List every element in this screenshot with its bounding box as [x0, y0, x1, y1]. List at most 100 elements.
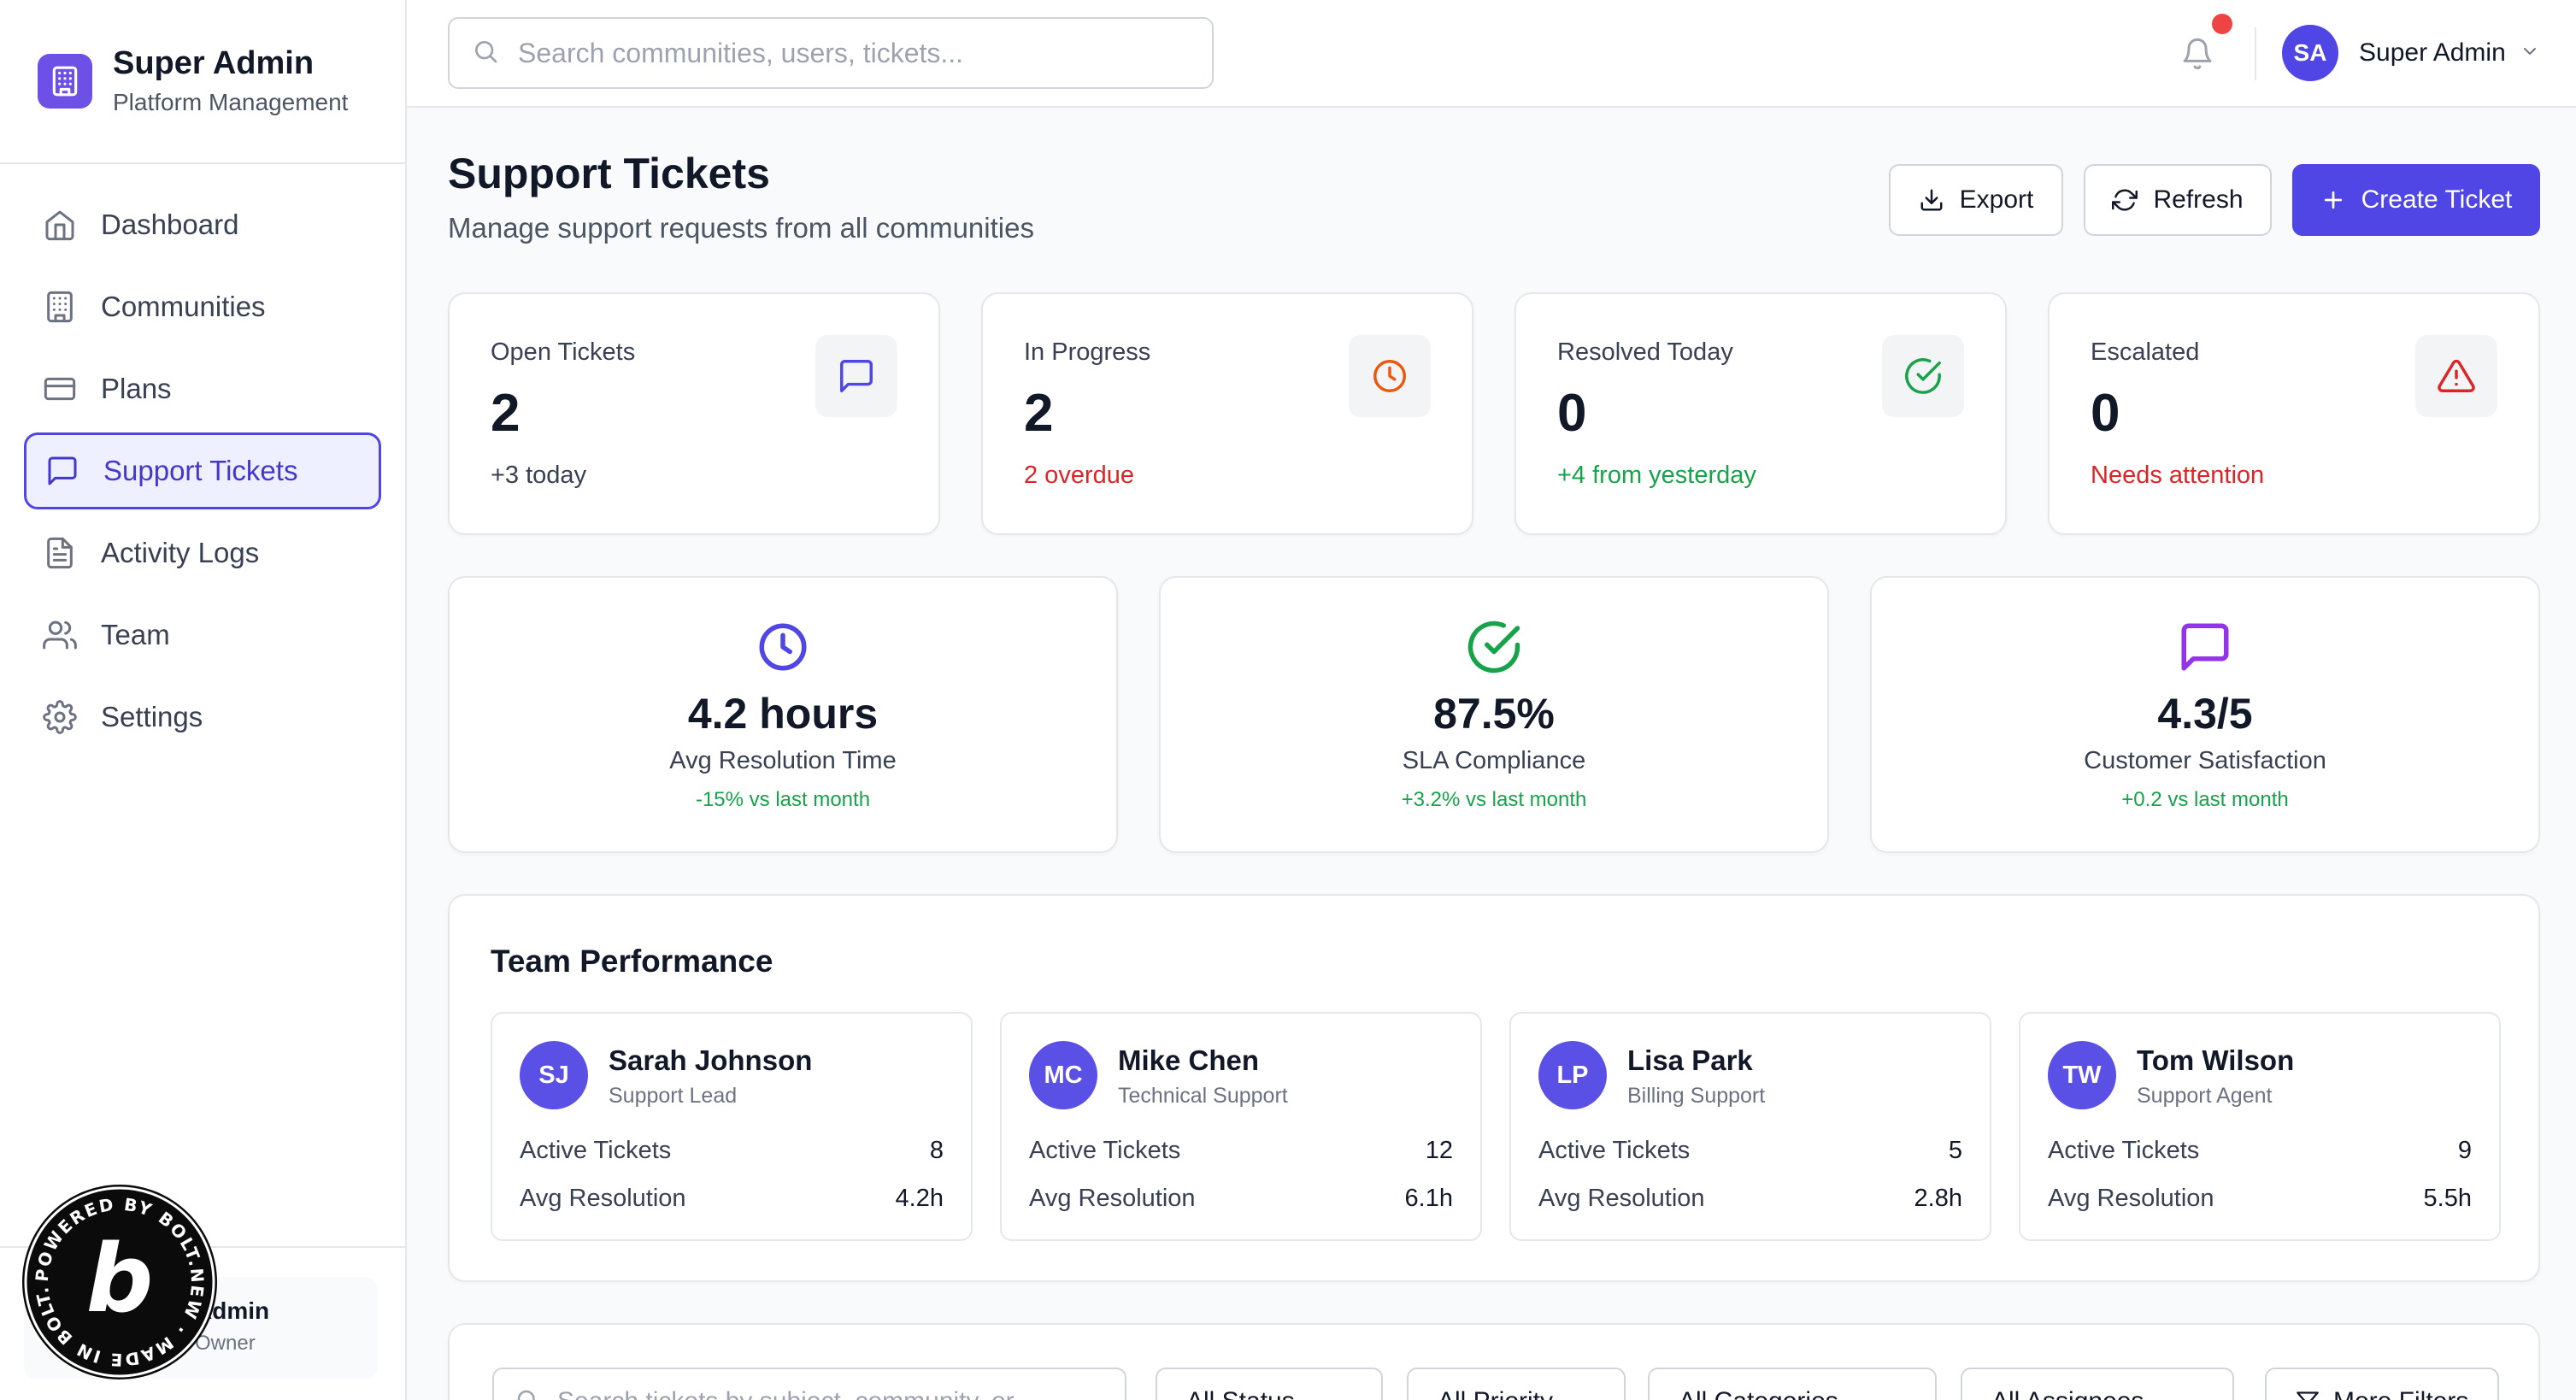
- sidebar: Super Admin Platform Management Dashboar…: [0, 0, 407, 1400]
- member-role: Billing Support: [1627, 1084, 1766, 1108]
- header-divider: [2255, 27, 2256, 80]
- stat-sub: 2 overdue: [1024, 462, 1134, 489]
- sidebar-item-label: Settings: [101, 701, 203, 732]
- stat-sub: Needs attention: [2091, 462, 2265, 489]
- metric-label: SLA Compliance: [1402, 747, 1586, 774]
- sidebar-item-label: Activity Logs: [101, 537, 260, 568]
- priority-filter-select[interactable]: All Priority: [1407, 1368, 1626, 1400]
- chevron-down-icon: [2520, 41, 2540, 66]
- member-resolution-row: Avg Resolution 4.2h: [520, 1185, 944, 1213]
- active-tickets-label: Active Tickets: [2048, 1137, 2200, 1164]
- avg-resolution-label: Avg Resolution: [2048, 1185, 2214, 1212]
- footer-user-role: Owner: [195, 1332, 256, 1355]
- sidebar-item-team[interactable]: Team: [24, 597, 381, 674]
- search-input[interactable]: [518, 37, 1185, 69]
- metric-label: Avg Resolution Time: [669, 747, 897, 774]
- more-filters-button[interactable]: More Filters: [2265, 1368, 2499, 1400]
- page-subtitle: Manage support requests from all communi…: [448, 212, 1034, 244]
- status-filter-select[interactable]: All Status: [1156, 1368, 1383, 1400]
- refresh-button[interactable]: Refresh: [2084, 164, 2272, 236]
- avg-resolution-label: Avg Resolution: [1029, 1185, 1196, 1212]
- create-ticket-button[interactable]: Create Ticket: [2292, 164, 2540, 236]
- sidebar-item-label: Support Tickets: [103, 455, 298, 486]
- sidebar-item-communities[interactable]: Communities: [24, 268, 381, 345]
- stat-card-resolved-today: Resolved Today 0 +4 from yesterday: [1514, 292, 2007, 535]
- avatar: SA: [2282, 25, 2338, 81]
- team-member-card[interactable]: SJ Sarah Johnson Support Lead Active Tic…: [491, 1012, 973, 1241]
- refresh-icon: [2112, 187, 2138, 213]
- filter-icon: [2296, 1390, 2320, 1400]
- message-square-icon: [45, 454, 79, 488]
- active-tickets-value: 12: [1425, 1137, 1453, 1164]
- member-active-row: Active Tickets 5: [1538, 1137, 1962, 1165]
- metric-delta: -15% vs last month: [695, 788, 871, 811]
- check-circle-icon: [1882, 335, 1964, 417]
- ticket-search[interactable]: [492, 1368, 1126, 1400]
- member-role: Technical Support: [1118, 1084, 1288, 1108]
- sidebar-item-activity-logs[interactable]: Activity Logs: [24, 515, 381, 591]
- avg-resolution-value: 4.2h: [895, 1185, 944, 1212]
- stat-label: Resolved Today: [1557, 338, 1733, 366]
- sidebar-item-dashboard[interactable]: Dashboard: [24, 186, 381, 263]
- more-filters-label: More Filters: [2333, 1387, 2468, 1400]
- message-square-icon: [1872, 619, 2538, 675]
- avg-resolution-value: 6.1h: [1404, 1185, 1453, 1212]
- avg-resolution-value: 5.5h: [2423, 1185, 2472, 1212]
- active-tickets-label: Active Tickets: [520, 1137, 672, 1164]
- brand: Super Admin Platform Management: [0, 0, 405, 164]
- sidebar-item-label: Communities: [101, 291, 266, 322]
- team-performance-title: Team Performance: [491, 944, 773, 979]
- active-tickets-label: Active Tickets: [1538, 1137, 1691, 1164]
- message-square-icon: [815, 335, 897, 417]
- building-icon: [43, 290, 77, 324]
- export-button[interactable]: Export: [1889, 164, 2063, 236]
- member-name: Lisa Park: [1627, 1044, 1753, 1076]
- sidebar-nav: Dashboard Communities Plans Support Tick…: [0, 164, 405, 756]
- stat-label: Escalated: [2091, 338, 2200, 366]
- search-icon: [472, 38, 499, 69]
- user-menu[interactable]: SA Super Admin: [2282, 24, 2540, 82]
- active-tickets-value: 5: [1948, 1137, 1962, 1164]
- bell-icon[interactable]: [2176, 32, 2219, 75]
- stat-card-escalated: Escalated 0 Needs attention: [2048, 292, 2540, 535]
- metric-delta: +0.2 vs last month: [2121, 788, 2289, 811]
- ticket-filters-panel: All Status All Priority All Categories A…: [448, 1323, 2540, 1400]
- avg-resolution-value: 2.8h: [1914, 1185, 1962, 1212]
- bolt-badge-logo[interactable]: POWERED BY BOLT.NEW · MADE IN BOLT.NEW ·…: [12, 1168, 217, 1379]
- sidebar-item-settings[interactable]: Settings: [24, 679, 381, 756]
- metric-card-customer-satisfaction: 4.3/5 Customer Satisfaction +0.2 vs last…: [1870, 576, 2540, 853]
- category-filter-select[interactable]: All Categories: [1648, 1368, 1937, 1400]
- assignee-filter-select[interactable]: All Assignees: [1961, 1368, 2234, 1400]
- sidebar-item-plans[interactable]: Plans: [24, 350, 381, 427]
- stat-value: 2: [491, 384, 520, 443]
- top-header: SA Super Admin: [407, 0, 2576, 108]
- notification-dot: [2212, 14, 2232, 34]
- metric-card-sla-compliance: 87.5% SLA Compliance +3.2% vs last month: [1159, 576, 1829, 853]
- brand-subtitle: Platform Management: [113, 89, 349, 115]
- clock-icon: [1349, 335, 1431, 417]
- avg-resolution-label: Avg Resolution: [520, 1185, 686, 1212]
- member-active-row: Active Tickets 9: [2048, 1137, 2472, 1165]
- team-performance-panel: Team Performance SJ Sarah Johnson Suppor…: [448, 894, 2540, 1282]
- global-search[interactable]: [448, 17, 1214, 89]
- metric-label: Customer Satisfaction: [2084, 747, 2326, 774]
- metric-value: 87.5%: [1433, 690, 1555, 738]
- team-member-card[interactable]: TW Tom Wilson Support Agent Active Ticke…: [2019, 1012, 2501, 1241]
- sidebar-item-label: Plans: [101, 373, 172, 404]
- file-text-icon: [43, 536, 77, 570]
- stat-value: 0: [2091, 384, 2120, 443]
- download-icon: [1919, 187, 1944, 213]
- member-role: Support Lead: [609, 1084, 738, 1108]
- team-member-card[interactable]: MC Mike Chen Technical Support Active Ti…: [1000, 1012, 1482, 1241]
- page-title: Support Tickets: [448, 150, 770, 197]
- sidebar-item-support-tickets[interactable]: Support Tickets: [24, 432, 381, 509]
- metric-card-avg-resolution: 4.2 hours Avg Resolution Time -15% vs la…: [448, 576, 1118, 853]
- clock-icon: [450, 619, 1116, 675]
- stat-value: 0: [1557, 384, 1587, 443]
- member-resolution-row: Avg Resolution 6.1h: [1029, 1185, 1453, 1213]
- plus-icon: [2320, 187, 2346, 213]
- ticket-search-input[interactable]: [557, 1387, 1104, 1400]
- check-circle-icon: [1161, 619, 1827, 675]
- team-member-card[interactable]: LP Lisa Park Billing Support Active Tick…: [1509, 1012, 1991, 1241]
